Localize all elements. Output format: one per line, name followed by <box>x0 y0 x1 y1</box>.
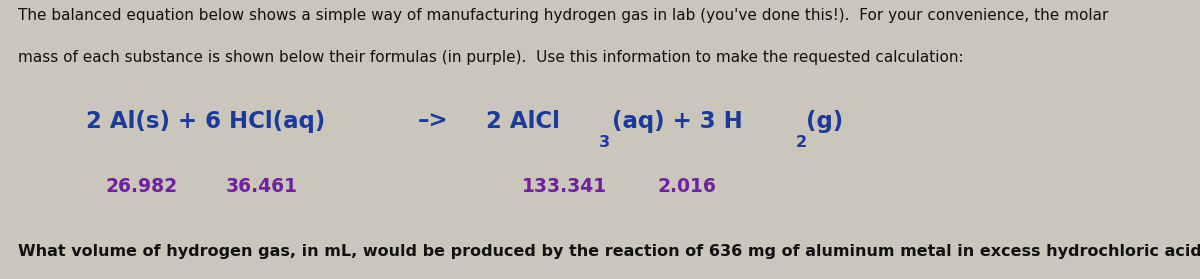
Text: –>: –> <box>418 110 449 133</box>
Text: 26.982: 26.982 <box>106 177 178 196</box>
Text: mass of each substance is shown below their formulas (in purple).  Use this info: mass of each substance is shown below th… <box>18 50 964 65</box>
Text: 133.341: 133.341 <box>522 177 607 196</box>
Text: The balanced equation below shows a simple way of manufacturing hydrogen gas in : The balanced equation below shows a simp… <box>18 8 1109 23</box>
Text: 2.016: 2.016 <box>658 177 716 196</box>
Text: 3: 3 <box>599 135 610 150</box>
Text: 2 Al(s) + 6 HCl(aq): 2 Al(s) + 6 HCl(aq) <box>86 110 325 133</box>
Text: 2 AlCl: 2 AlCl <box>486 110 560 133</box>
Text: 2: 2 <box>796 135 806 150</box>
Text: (g): (g) <box>806 110 844 133</box>
Text: (aq) + 3 H: (aq) + 3 H <box>612 110 743 133</box>
Text: What volume of hydrogen gas, in mL, would be produced by the reaction of 636 mg : What volume of hydrogen gas, in mL, woul… <box>18 244 1200 259</box>
Text: 36.461: 36.461 <box>226 177 298 196</box>
